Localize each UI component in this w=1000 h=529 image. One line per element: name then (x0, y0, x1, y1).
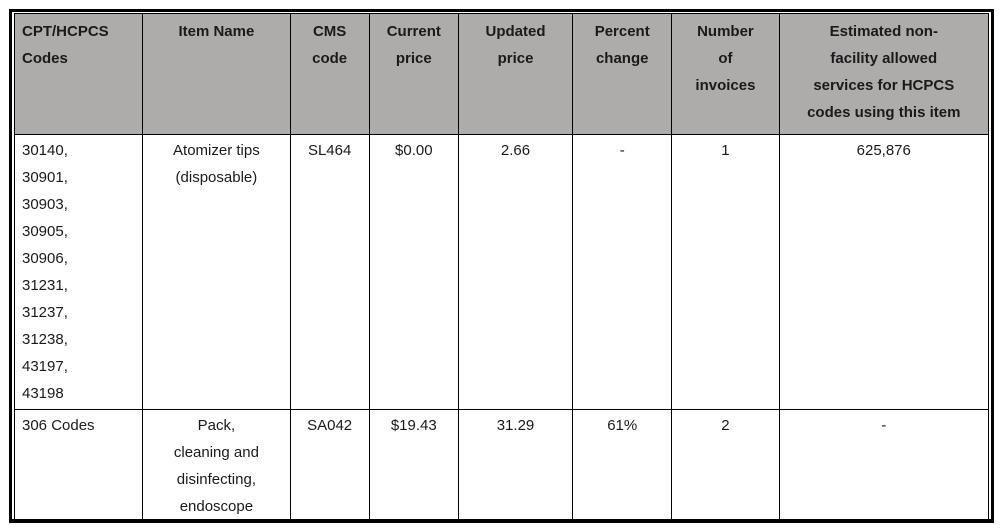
cell-estimated-nonfacility: 625,876 (778, 134, 990, 410)
cell-cpt-hcpcs-codes: 30140, 30901, 30903, 30905, 30906, 31231… (13, 134, 144, 410)
col-header-cpt-hcpcs-codes: CPT/HCPCS Codes (13, 13, 144, 135)
col-header-number-of-invoices: Number of invoices (671, 13, 780, 135)
table-header-row: CPT/HCPCS Codes Item Name CMS code Curre… (13, 13, 990, 135)
cell-estimated-nonfacility: - (778, 409, 990, 519)
col-header-cms-code: CMS code (289, 13, 370, 135)
col-header-item-name: Item Name (142, 13, 291, 135)
cell-number-of-invoices: 2 (671, 409, 780, 519)
cell-number-of-invoices: 1 (671, 134, 780, 410)
cell-percent-change: - (572, 134, 673, 410)
col-header-current-price: Current price (368, 13, 459, 135)
cell-cms-code: SL464 (289, 134, 370, 410)
table-row: 30140, 30901, 30903, 30905, 30906, 31231… (13, 134, 990, 410)
cell-current-price: $19.43 (368, 409, 459, 519)
cell-cpt-hcpcs-codes: 306 Codes (13, 409, 144, 519)
cell-current-price: $0.00 (368, 134, 459, 410)
table-row: 306 Codes Pack, cleaning and disinfectin… (13, 409, 990, 519)
cell-item-name: Pack, cleaning and disinfecting, endosco… (142, 409, 291, 519)
col-header-updated-price: Updated price (457, 13, 574, 135)
col-header-percent-change: Percent change (572, 13, 673, 135)
col-header-estimated-nonfacility: Estimated non- facility allowed services… (778, 13, 990, 135)
cell-updated-price: 2.66 (457, 134, 574, 410)
cell-item-name: Atomizer tips (disposable) (142, 134, 291, 410)
cell-updated-price: 31.29 (457, 409, 574, 519)
pricing-table-frame: CPT/HCPCS Codes Item Name CMS code Curre… (9, 9, 994, 523)
cpt-hcpcs-pricing-table: CPT/HCPCS Codes Item Name CMS code Curre… (13, 13, 990, 519)
cell-cms-code: SA042 (289, 409, 370, 519)
cell-percent-change: 61% (572, 409, 673, 519)
